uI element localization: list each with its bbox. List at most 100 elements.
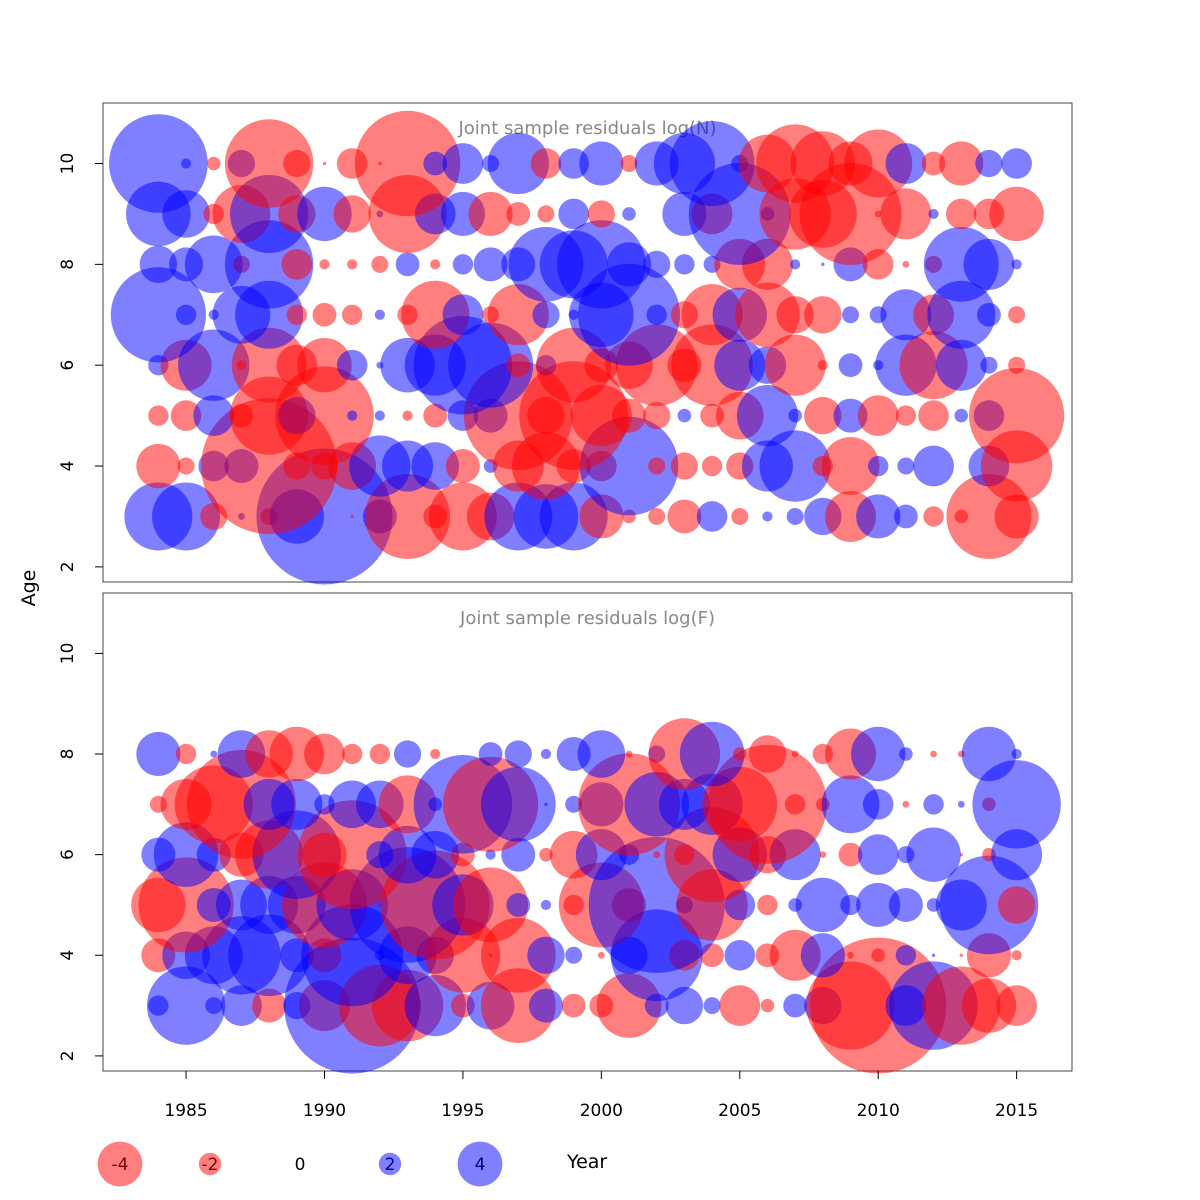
- residual-bubble: [888, 887, 923, 922]
- residual-bubble: [677, 408, 692, 423]
- residual-bubble: [210, 750, 218, 758]
- residual-bubble: [527, 936, 565, 974]
- residual-bubble: [333, 195, 371, 233]
- x-tick-label: 2005: [718, 1101, 761, 1121]
- panel-frame: [102, 592, 1073, 1072]
- y-tick-label: 8: [58, 749, 78, 760]
- residual-bubble: [670, 452, 699, 480]
- residual-bubble: [579, 141, 624, 186]
- residual-bubble: [707, 744, 827, 864]
- residual-bubble: [393, 740, 422, 768]
- residual-bubble: [506, 893, 531, 917]
- legend-bubble: [97, 1141, 143, 1187]
- residual-bubble: [478, 742, 503, 766]
- residual-bubble: [544, 802, 548, 807]
- residual-bubble: [714, 339, 766, 391]
- residual-bubble: [935, 339, 987, 391]
- residual-bubble: [928, 208, 939, 220]
- residual-bubble: [532, 301, 560, 329]
- y-tick-label: 6: [58, 849, 78, 860]
- residual-bubble: [643, 250, 671, 278]
- residual-bubble: [918, 400, 949, 431]
- residual-bubble: [838, 353, 863, 378]
- residual-bubble: [939, 141, 984, 186]
- residual-bubble: [856, 494, 901, 539]
- residual-bubble: [646, 304, 667, 325]
- residual-bubble: [731, 507, 749, 525]
- residual-bubble: [221, 985, 262, 1026]
- residual-bubble: [786, 507, 804, 525]
- residual-bubble: [790, 259, 801, 270]
- residual-bubble: [341, 743, 363, 765]
- legend-bubble: [198, 1152, 222, 1176]
- residual-bubble: [540, 748, 552, 760]
- legend-label: -2: [202, 1155, 219, 1175]
- residual-bubble: [913, 445, 954, 487]
- residual-bubble: [539, 847, 553, 862]
- residual-bubble: [1008, 306, 1026, 324]
- residual-bubble: [206, 156, 221, 171]
- residual-bubble: [537, 205, 555, 223]
- residual-bubble: [374, 309, 385, 320]
- y-tick-label: 10: [58, 153, 78, 175]
- residual-bubble: [468, 191, 513, 237]
- residual-bubble: [1011, 259, 1022, 270]
- residual-bubble: [224, 119, 314, 208]
- residual-bubble: [857, 834, 899, 876]
- residual-bubble: [587, 200, 615, 228]
- residual-bubble: [445, 449, 480, 484]
- residual-bubble: [612, 398, 647, 433]
- residual-bubble: [736, 385, 799, 447]
- residual-bubble: [880, 188, 932, 240]
- residual-bubble: [528, 988, 563, 1023]
- residual-bubble: [795, 877, 851, 933]
- residual-bubble: [411, 442, 460, 490]
- residual-bubble: [674, 254, 695, 275]
- residual-bubble: [969, 368, 1065, 464]
- residual-bubble: [152, 482, 221, 551]
- residual-bubble: [899, 747, 913, 761]
- residual-bubble: [972, 760, 1061, 849]
- x-tick-label: 2015: [995, 1101, 1038, 1121]
- residual-bubble: [336, 349, 368, 381]
- residual-bubble: [1008, 356, 1026, 374]
- residual-bubble: [927, 280, 996, 349]
- residual-bubble: [430, 259, 441, 270]
- legend-label: -4: [112, 1155, 129, 1175]
- residual-bubble: [480, 766, 556, 842]
- residual-bubble: [297, 186, 352, 242]
- panel-frame: [102, 102, 1073, 583]
- residual-bubble: [847, 951, 854, 959]
- residual-bubble: [620, 155, 638, 173]
- residual-bubble: [341, 304, 363, 325]
- residual-bubble: [997, 886, 1036, 924]
- residual-bubble: [804, 296, 842, 334]
- residual-bubble: [577, 730, 626, 778]
- residual-bubble: [735, 282, 800, 348]
- residual-bubble: [921, 151, 946, 176]
- residual-bubble: [874, 210, 882, 218]
- residual-bubble: [180, 158, 192, 169]
- residual-bubble: [906, 827, 961, 882]
- residual-bubble: [625, 750, 633, 758]
- residual-bubble: [530, 148, 562, 179]
- residual-bubble: [622, 207, 636, 221]
- residual-bubble: [945, 198, 977, 230]
- residual-bubble: [177, 457, 195, 475]
- legend-bubble: [378, 1152, 402, 1176]
- residual-bubble: [374, 410, 385, 421]
- panel-log-f: Joint sample residuals log(F) 2 4 6 8 10: [58, 592, 1073, 1074]
- residual-bubble: [109, 114, 208, 213]
- residual-bubble: [565, 795, 583, 813]
- residual-bubble: [963, 238, 1015, 290]
- residual-bubble: [959, 852, 963, 857]
- residual-bubble: [862, 789, 894, 820]
- residual-bubble: [939, 855, 1039, 955]
- residual-bubble: [175, 304, 197, 325]
- residual-bubble: [989, 186, 1044, 242]
- residual-bubble: [565, 946, 583, 964]
- residual-bubble: [719, 985, 761, 1026]
- residual-bubble: [648, 507, 666, 525]
- residual-bubble: [800, 933, 845, 978]
